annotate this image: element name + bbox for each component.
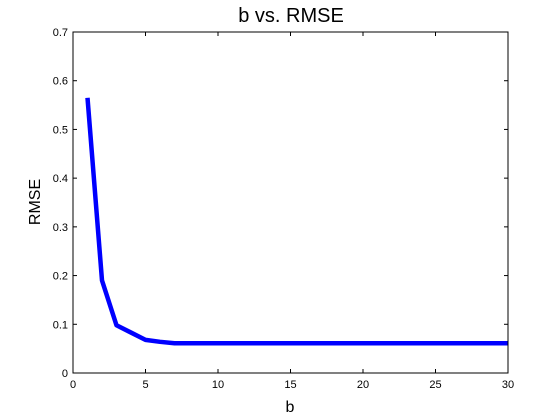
x-tick-label: 20 (357, 379, 369, 391)
ticks-layer: 0 5 10 15 20 25 30 0 0.1 0.2 0.3 0.4 0.5 0.6 0.7 (53, 27, 514, 391)
x-axis-label: b (286, 399, 295, 416)
x-tick-label: 10 (212, 379, 224, 391)
y-tick-label: 0 (62, 368, 68, 380)
y-tick-label: 0.6 (53, 76, 68, 88)
chart-title: b vs. RMSE (238, 5, 344, 27)
x-tick-label: 5 (142, 379, 148, 391)
y-axis-label: RMSE (27, 179, 44, 225)
series-line (85, 97, 508, 346)
y-tick-label: 0.4 (53, 173, 68, 185)
x-tick-label: 30 (502, 379, 514, 391)
data-layer (85, 97, 509, 346)
y-tick-label: 0.7 (53, 27, 68, 39)
plot-area (73, 32, 508, 373)
y-tick-label: 0.2 (53, 271, 68, 283)
x-tick-label: 0 (70, 379, 76, 391)
x-tick-label: 25 (429, 379, 441, 391)
x-tick-label: 15 (284, 379, 296, 391)
y-tick-label: 0.1 (53, 319, 68, 331)
y-tick-label: 0.3 (53, 222, 68, 234)
y-tick-label: 0.5 (53, 124, 68, 136)
